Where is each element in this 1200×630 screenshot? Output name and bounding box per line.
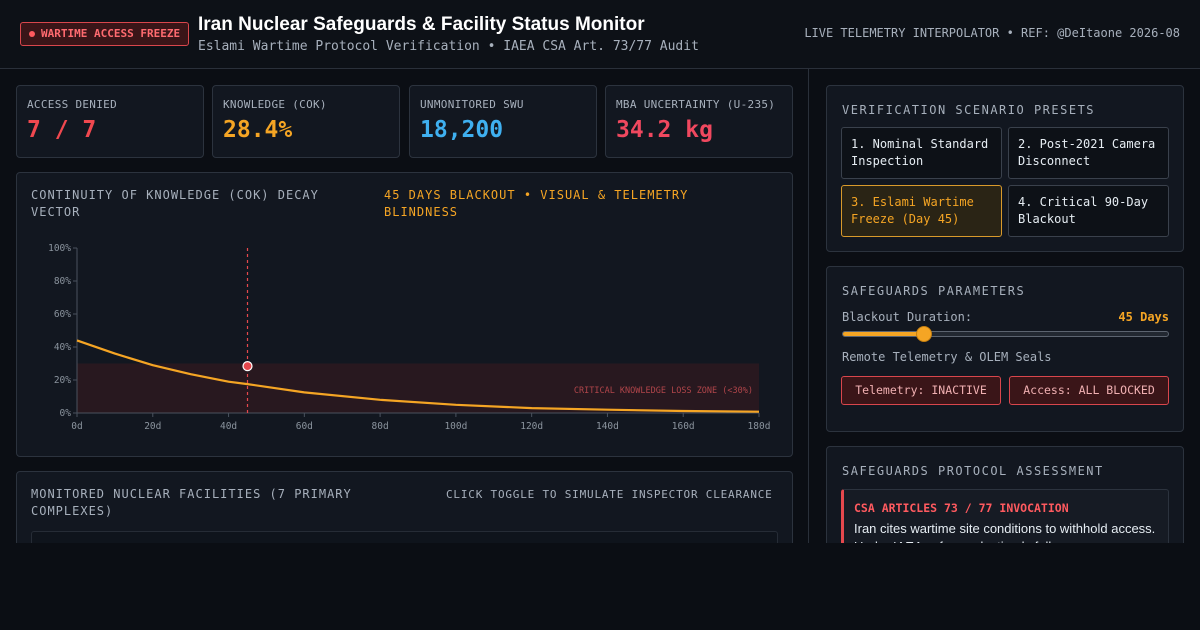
x-tick-label: 20d — [144, 421, 161, 432]
metric-card-unmonitored-swu: UNMONITORED SWU 18,200 — [409, 85, 597, 158]
preset-90-day-button[interactable]: 4. Critical 90-Day Blackout — [1008, 185, 1169, 237]
assessment-head: CSA ARTICLES 73 / 77 INVOCATION — [854, 501, 1069, 515]
y-tick-label: 80% — [54, 276, 71, 287]
slider-fill — [843, 332, 925, 336]
chart-status: 45 DAYS BLACKOUT • VISUAL & TELEMETRY BL… — [384, 188, 689, 219]
telemetry-ref: LIVE TELEMETRY INTERPOLATOR • REF: @DeIt… — [804, 26, 1180, 40]
current-day-marker — [242, 361, 253, 372]
critical-zone-label: CRITICAL KNOWLEDGE LOSS ZONE (<30%) — [574, 386, 753, 396]
metric-label: ACCESS DENIED — [27, 98, 117, 111]
critical-zone — [77, 363, 759, 413]
cok-decay-line — [76, 339, 760, 413]
facilities-panel: MONITORED NUCLEAR FACILITIES (7 PRIMARY … — [16, 471, 793, 543]
metric-value: 7 / 7 — [27, 117, 97, 143]
y-tick-label: 100% — [48, 243, 71, 254]
preset-eslami-freeze-button[interactable]: 3. Eslami Wartime Freeze (Day 45) — [841, 185, 1002, 237]
blackout-duration-value: 45 Days — [1118, 310, 1169, 324]
right-column: VERIFICATION SCENARIO PRESETS 1. Nominal… — [810, 69, 1200, 543]
wartime-freeze-badge: WARTIME ACCESS FREEZE — [20, 22, 190, 46]
facilities-list — [31, 531, 778, 543]
access-toggle-button[interactable]: Access: ALL BLOCKED — [1009, 376, 1169, 405]
x-tick-label: 160d — [672, 421, 695, 432]
assessment-body: Iran cites wartime site conditions to wi… — [854, 521, 1156, 543]
left-column: ACCESS DENIED 7 / 7 KNOWLEDGE (COK) 28.4… — [0, 69, 809, 543]
assessment-title: SAFEGUARDS PROTOCOL ASSESSMENT — [842, 464, 1104, 478]
x-tick-label: 80d — [372, 421, 389, 432]
facilities-hint: CLICK TOGGLE TO SIMULATE INSPECTOR CLEAR… — [446, 488, 773, 501]
y-tick-label: 60% — [54, 309, 71, 320]
parameters-title: SAFEGUARDS PARAMETERS — [842, 284, 1026, 298]
metric-label: KNOWLEDGE (COK) — [223, 98, 327, 111]
metric-value: 18,200 — [420, 117, 504, 143]
alert-dot-icon — [29, 31, 35, 37]
preset-nominal-button[interactable]: 1. Nominal Standard Inspection — [841, 127, 1002, 179]
assessment-alert: CSA ARTICLES 73 / 77 INVOCATION Iran cit… — [841, 489, 1169, 543]
metric-value: 34.2 kg — [616, 117, 713, 143]
slider-thumb[interactable] — [916, 326, 933, 342]
presets-title: VERIFICATION SCENARIO PRESETS — [842, 103, 1096, 117]
chart-title: CONTINUITY OF KNOWLEDGE (COK) DECAY VECT… — [31, 188, 319, 219]
metric-card-mba-uncertainty: MBA UNCERTAINTY (U-235) 34.2 kg — [605, 85, 793, 158]
x-tick-label: 180d — [748, 421, 771, 432]
scenario-presets-panel: VERIFICATION SCENARIO PRESETS 1. Nominal… — [826, 85, 1184, 252]
x-tick-label: 60d — [296, 421, 313, 432]
metric-label: UNMONITORED SWU — [420, 98, 524, 111]
x-tick-label: 140d — [596, 421, 619, 432]
metric-label: MBA UNCERTAINTY (U-235) — [616, 98, 776, 111]
y-tick-label: 40% — [54, 342, 71, 353]
page-title: Iran Nuclear Safeguards & Facility Statu… — [198, 14, 645, 35]
protocol-assessment-panel: SAFEGUARDS PROTOCOL ASSESSMENT CSA ARTIC… — [826, 446, 1184, 543]
telemetry-seals-label: Remote Telemetry & OLEM Seals — [842, 350, 1052, 364]
page-subtitle: Eslami Wartime Protocol Verification • I… — [198, 39, 699, 54]
cok-decay-chart: CRITICAL KNOWLEDGE LOSS ZONE (<30%) 0% 20%… — [48, 243, 771, 432]
y-tick-label: 0% — [60, 408, 72, 419]
facilities-title: MONITORED NUCLEAR FACILITIES (7 PRIMARY … — [31, 487, 352, 518]
metric-card-knowledge: KNOWLEDGE (COK) 28.4% — [212, 85, 400, 158]
app-header: WARTIME ACCESS FREEZE Iran Nuclear Safeg… — [0, 0, 1200, 69]
x-tick-label: 120d — [520, 421, 543, 432]
badge-label: WARTIME ACCESS FREEZE — [41, 27, 181, 40]
x-tick-label: 0d — [71, 421, 82, 432]
metric-card-access-denied: ACCESS DENIED 7 / 7 — [16, 85, 204, 158]
safeguards-parameters-panel: SAFEGUARDS PARAMETERS Blackout Duration:… — [826, 266, 1184, 432]
blackout-duration-label: Blackout Duration: — [842, 310, 973, 324]
x-tick-label: 100d — [444, 421, 467, 432]
telemetry-toggle-button[interactable]: Telemetry: INACTIVE — [841, 376, 1001, 405]
x-tick-label: 40d — [220, 421, 237, 432]
y-tick-label: 20% — [54, 375, 71, 386]
blackout-duration-slider[interactable] — [842, 326, 1169, 342]
metric-value: 28.4% — [223, 117, 293, 143]
preset-post-2021-button[interactable]: 2. Post-2021 Camera Disconnect — [1008, 127, 1169, 179]
cok-decay-chart-panel: CONTINUITY OF KNOWLEDGE (COK) DECAY VECT… — [16, 172, 793, 457]
